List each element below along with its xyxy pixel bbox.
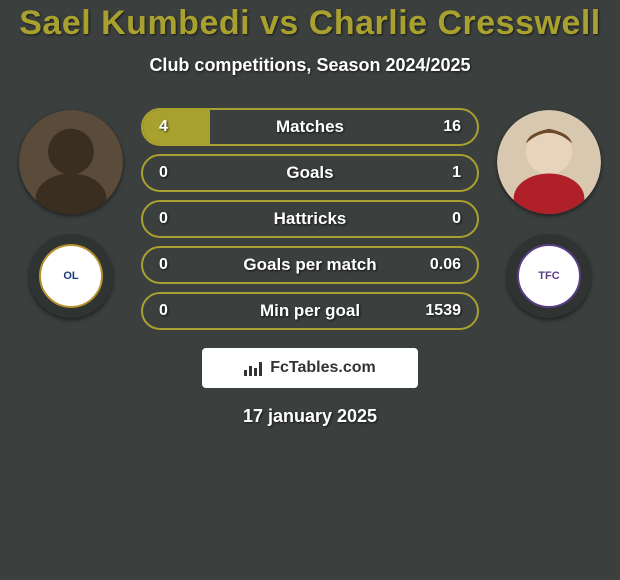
stat-label: Goals: [286, 163, 333, 183]
stat-right-value: 0.06: [430, 256, 461, 274]
player-left-club-badge: OL: [29, 234, 113, 318]
stat-label: Min per goal: [260, 301, 360, 321]
player-right-column: TFC: [497, 104, 601, 318]
stat-row: 0 Hattricks 0: [141, 200, 479, 238]
subtitle: Club competitions, Season 2024/2025: [0, 55, 620, 76]
content-row: OL 4 Matches 16 0 Goals 1 0 Hattricks 0 0 Goals pe…: [0, 104, 620, 330]
avatar-placeholder-icon: [19, 110, 123, 214]
club-right-short: TFC: [538, 270, 559, 282]
stat-right-value: 1: [452, 164, 461, 182]
stat-row: 0 Min per goal 1539: [141, 292, 479, 330]
bar-chart-icon: [244, 360, 264, 376]
comparison-card: Sael Kumbedi vs Charlie Cresswell Club c…: [0, 0, 620, 427]
brand-label: FcTables.com: [270, 359, 376, 377]
date-label: 17 january 2025: [0, 406, 620, 427]
player-left-column: OL: [19, 104, 123, 318]
brand-badge[interactable]: FcTables.com: [202, 348, 418, 388]
player-right-club-badge: TFC: [507, 234, 591, 318]
stat-right-value: 16: [443, 118, 461, 136]
stats-list: 4 Matches 16 0 Goals 1 0 Hattricks 0 0 Goals per m…: [141, 104, 479, 330]
stat-fill: [143, 110, 210, 144]
stat-left-value: 0: [159, 256, 168, 274]
club-left-short: OL: [63, 270, 78, 282]
stat-left-value: 0: [159, 164, 168, 182]
player-left-avatar: [19, 110, 123, 214]
page-title: Sael Kumbedi vs Charlie Cresswell: [0, 4, 620, 43]
stat-row: 0 Goals 1: [141, 154, 479, 192]
stat-label: Goals per match: [243, 255, 376, 275]
stat-right-value: 0: [452, 210, 461, 228]
avatar-placeholder-icon: [497, 110, 601, 214]
stat-label: Matches: [276, 117, 344, 137]
stat-right-value: 1539: [425, 302, 461, 320]
club-left-logo: OL: [39, 244, 103, 308]
stat-left-value: 4: [159, 118, 168, 136]
stat-left-value: 0: [159, 210, 168, 228]
stat-label: Hattricks: [274, 209, 347, 229]
stat-row: 0 Goals per match 0.06: [141, 246, 479, 284]
club-right-logo: TFC: [517, 244, 581, 308]
player-right-avatar: [497, 110, 601, 214]
stat-left-value: 0: [159, 302, 168, 320]
stat-row: 4 Matches 16: [141, 108, 479, 146]
